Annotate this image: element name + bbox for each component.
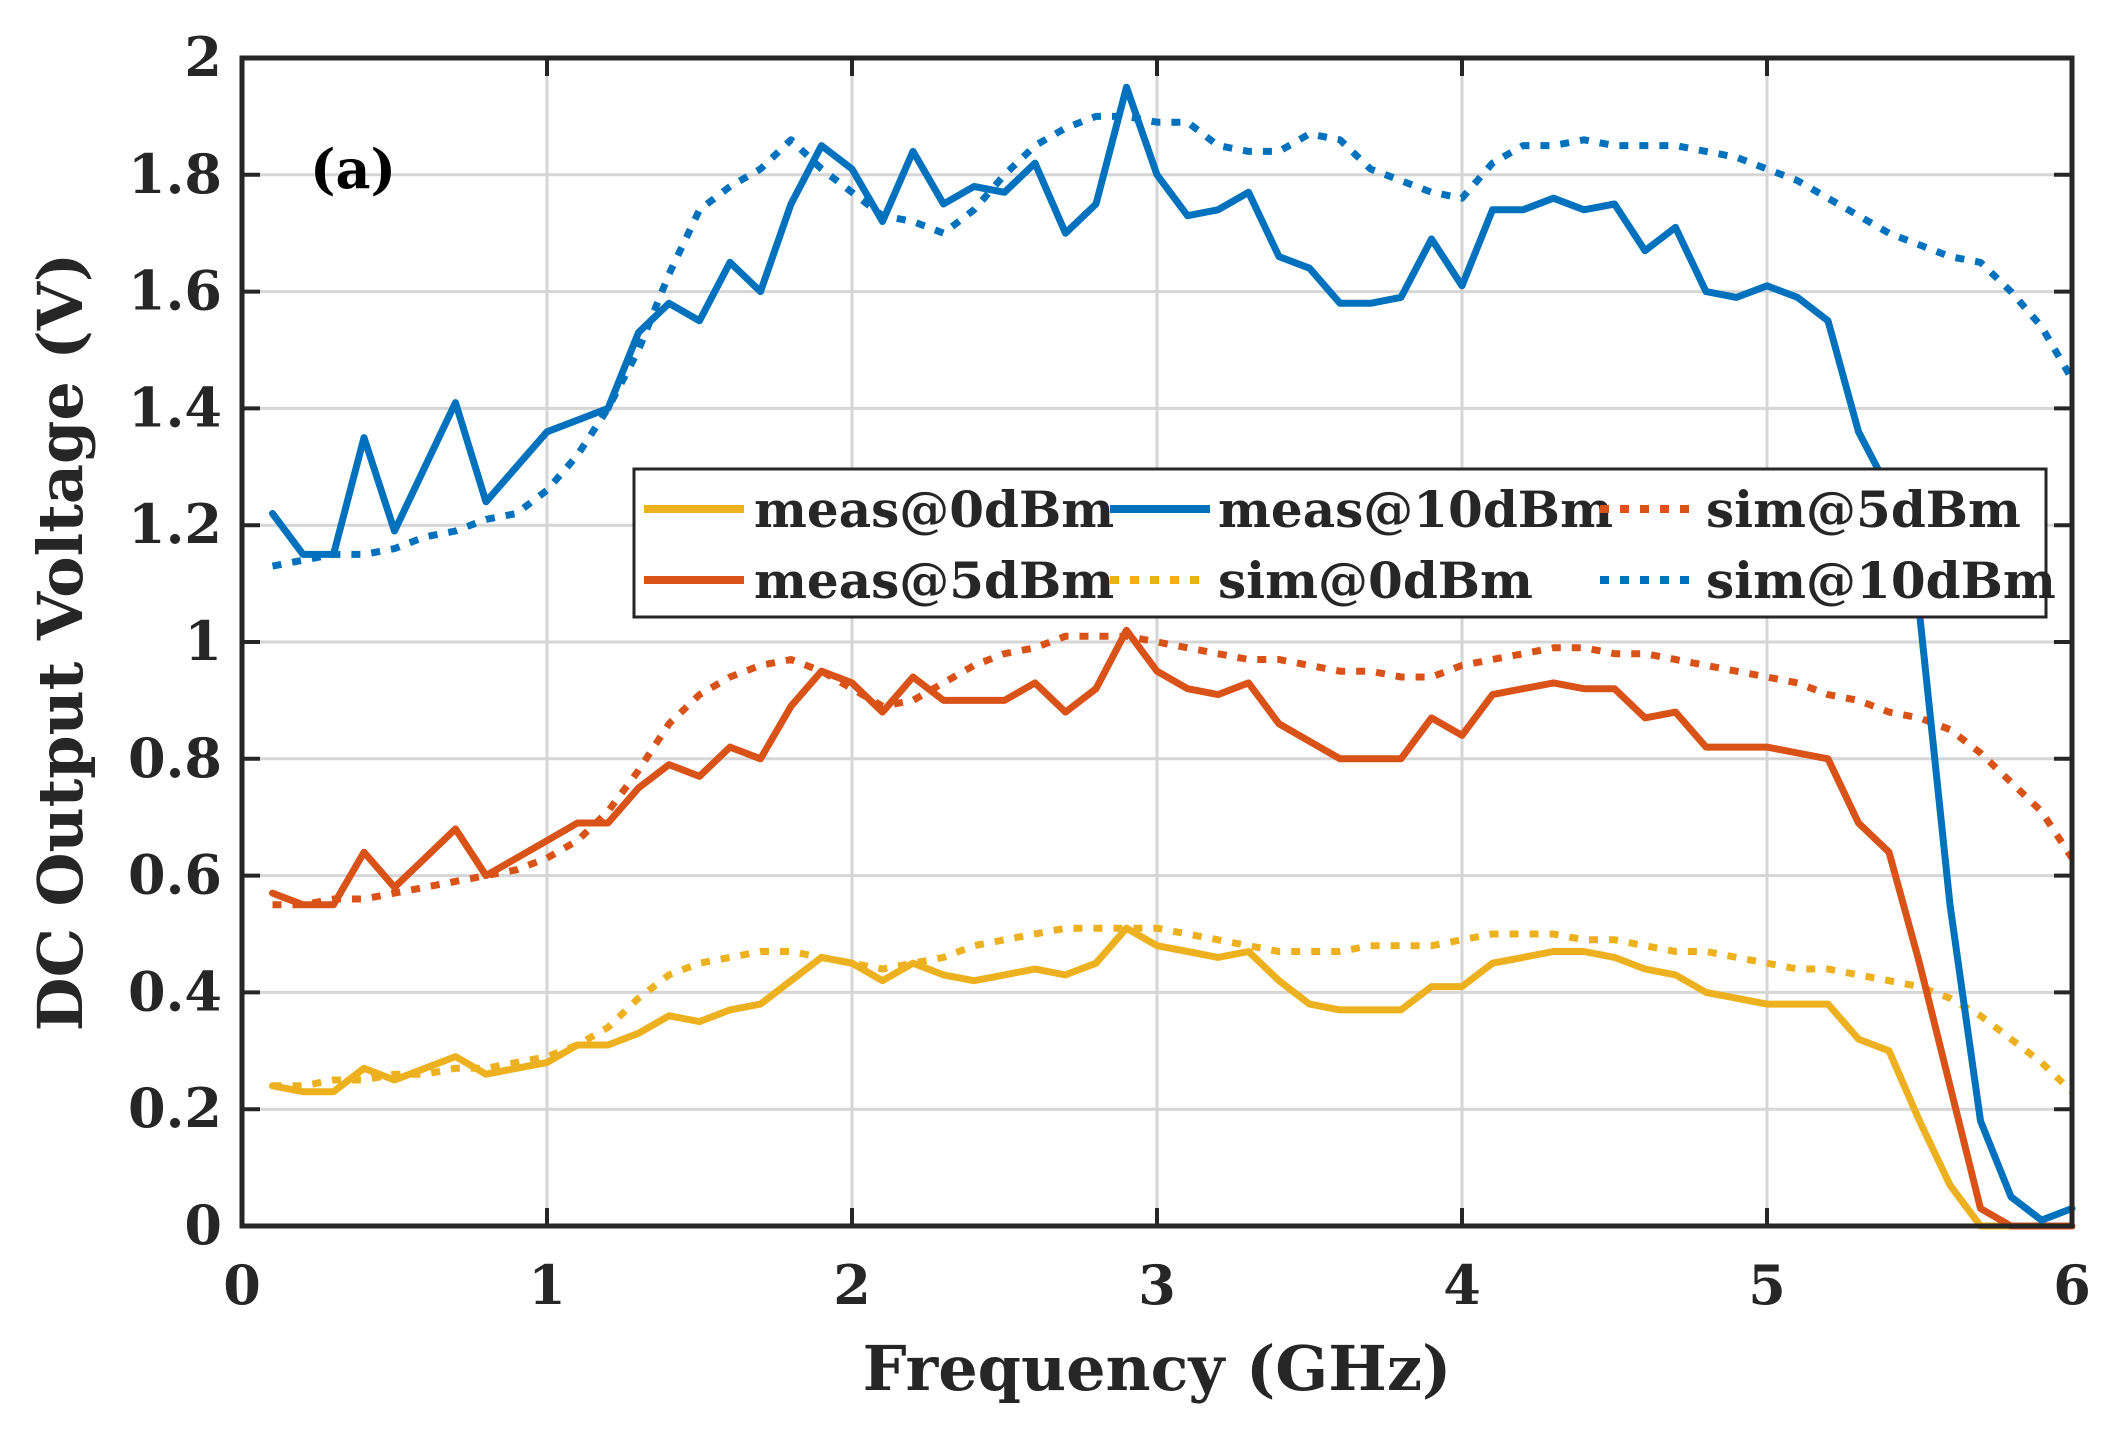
y-axis-title: DC Output Voltage (V) bbox=[24, 253, 97, 1031]
legend-label-sim-5dbm: sim@5dBm bbox=[1706, 480, 2021, 539]
legend-label-meas-10dbm: meas@10dBm bbox=[1218, 480, 1613, 539]
y-tick-label: 0.4 bbox=[128, 959, 222, 1023]
y-tick-label: 1.4 bbox=[128, 375, 222, 439]
y-tick-label: 0.8 bbox=[128, 726, 222, 790]
y-tick-labels: 0 0.2 0.4 0.6 0.8 1 1.2 1.4 1.6 1.8 2 bbox=[128, 25, 222, 1257]
x-tick-label: 3 bbox=[1138, 1253, 1176, 1317]
y-tick-label: 1.2 bbox=[128, 492, 222, 556]
x-tick-labels: 0 1 2 3 4 5 6 bbox=[223, 1253, 2091, 1317]
legend: meas@0dBm meas@10dBm sim@5dBm meas@5dBm … bbox=[632, 467, 2056, 619]
panel-label: (a) bbox=[310, 137, 396, 201]
legend-label-sim-0dbm: sim@0dBm bbox=[1218, 551, 1533, 610]
y-tick-label: 2 bbox=[184, 25, 222, 89]
series-line-meas-0dbm bbox=[269, 924, 2076, 1230]
legend-box bbox=[632, 467, 2048, 619]
legend-label-meas-0dbm: meas@0dBm bbox=[754, 480, 1114, 539]
y-tick-label: 0.6 bbox=[128, 843, 222, 907]
tick-marks bbox=[240, 56, 2074, 1228]
series-line-meas-10dbm bbox=[269, 83, 2076, 1224]
y-tick-label: 0.2 bbox=[128, 1076, 222, 1140]
x-axis-title: Frequency (GHz) bbox=[863, 1332, 1452, 1405]
y-tick-label: 1 bbox=[184, 609, 222, 673]
x-tick-label: 6 bbox=[2053, 1253, 2091, 1317]
legend-label-meas-5dbm: meas@5dBm bbox=[754, 551, 1114, 610]
x-tick-label: 0 bbox=[223, 1253, 261, 1317]
x-tick-label: 1 bbox=[528, 1253, 566, 1317]
legend-label-sim-10dbm: sim@10dBm bbox=[1706, 551, 2056, 610]
y-tick-label: 0 bbox=[184, 1193, 222, 1257]
series-line-sim-5dbm bbox=[272, 632, 2075, 909]
x-tick-label: 4 bbox=[1443, 1253, 1481, 1317]
y-tick-label: 1.8 bbox=[128, 142, 222, 206]
series-line-sim-10dbm bbox=[271, 112, 2076, 570]
x-tick-label: 2 bbox=[833, 1253, 871, 1317]
series-lines bbox=[269, 83, 2076, 1230]
series-line-meas-5dbm bbox=[269, 626, 2076, 1230]
x-tick-label: 5 bbox=[1748, 1253, 1786, 1317]
y-tick-label: 1.6 bbox=[128, 259, 222, 323]
